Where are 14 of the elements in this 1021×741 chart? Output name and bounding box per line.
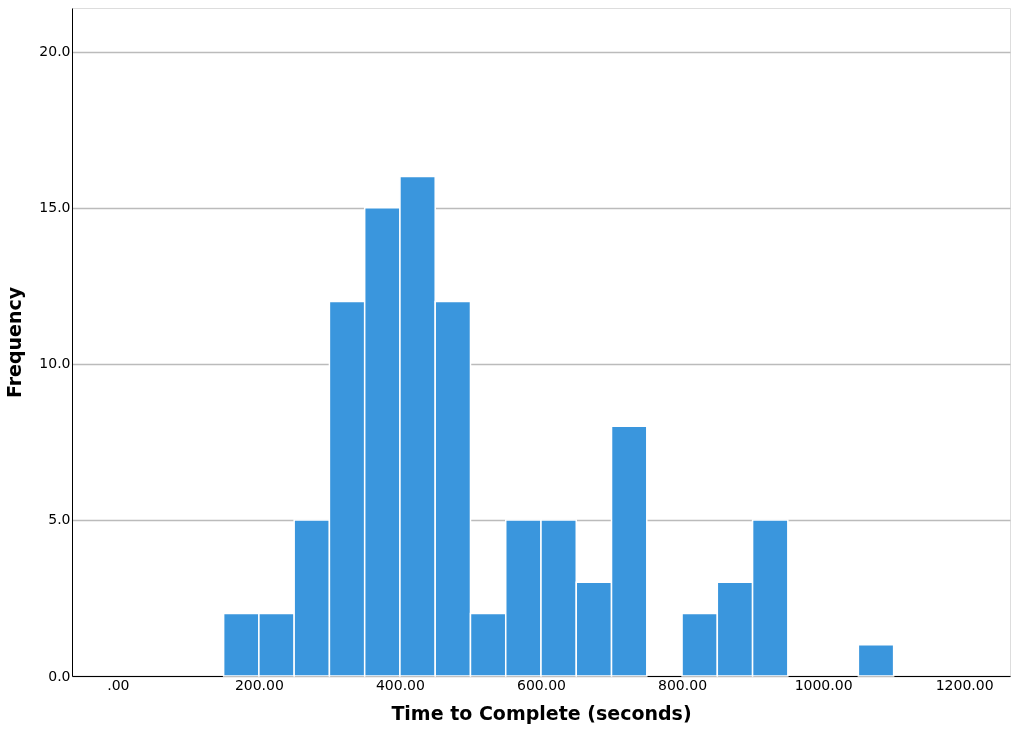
x-axis-title: Time to Complete (seconds)	[391, 701, 692, 724]
y-tick-label: 15.0	[39, 199, 71, 216]
y-tick-label: 5.0	[48, 511, 71, 528]
y-tick-label: 20.0	[39, 43, 71, 60]
x-tick-label: 200.00	[234, 676, 284, 693]
x-tick-label: 1200.00	[935, 676, 994, 693]
y-tick-label: 0.0	[48, 667, 71, 684]
x-tick-label: 600.00	[517, 676, 566, 693]
x-tick-label: 400.00	[375, 676, 425, 693]
x-tick-label: .00	[107, 676, 130, 693]
x-tick-label: 800.00	[658, 676, 708, 693]
y-axis-title: Frequency	[3, 286, 26, 399]
x-tick-label: 1000.00	[794, 676, 853, 693]
y-tick-label: 10.0	[39, 355, 71, 372]
